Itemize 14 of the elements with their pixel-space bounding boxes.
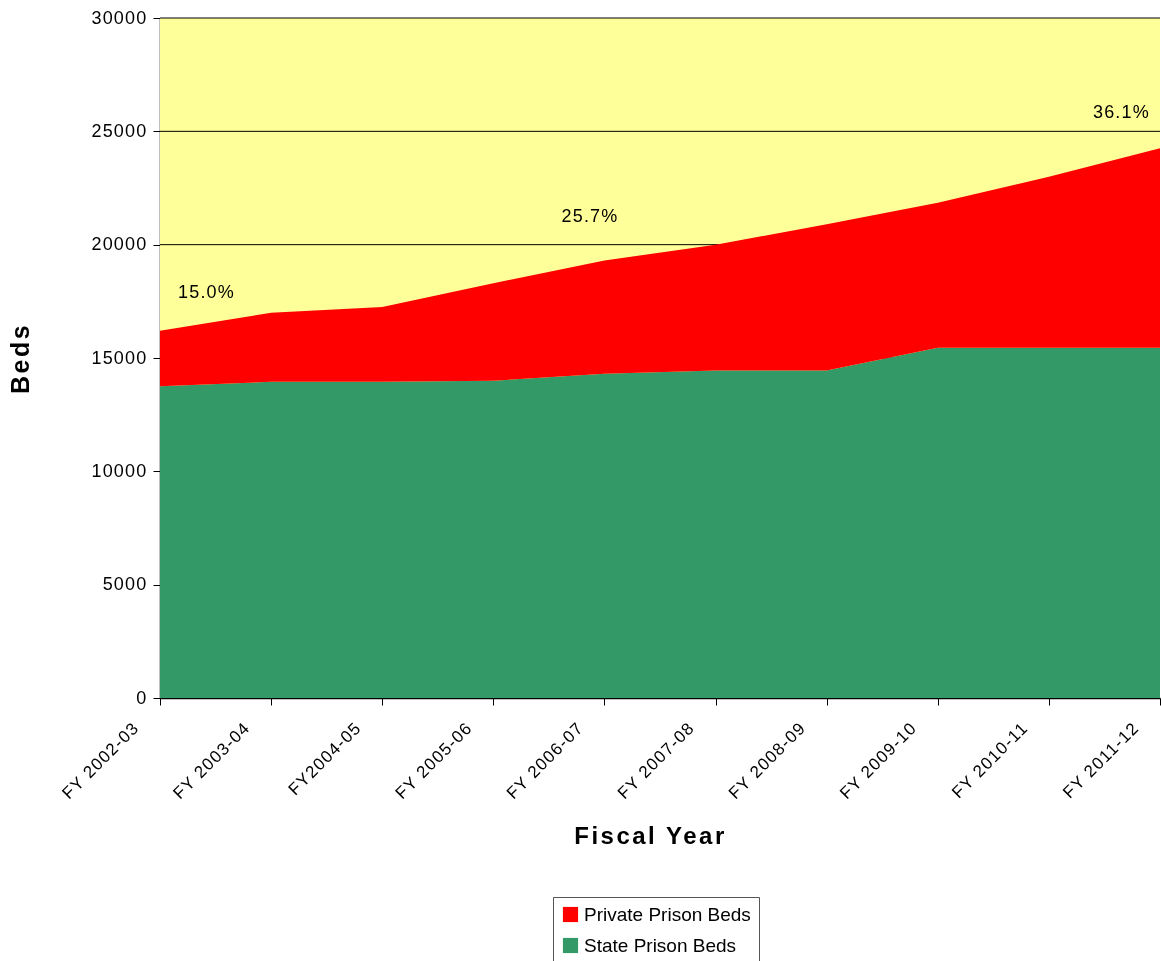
y-tick-label: 15000 — [91, 347, 148, 368]
y-tick-label: 25000 — [91, 120, 148, 141]
annotation: 15.0% — [178, 281, 236, 302]
y-tick-label: 5000 — [102, 574, 148, 595]
legend-label: State Prison Beds — [584, 934, 737, 956]
y-tick-label: 10000 — [91, 460, 148, 481]
annotation: 25.7% — [561, 206, 619, 227]
legend-label: Private Prison Beds — [584, 903, 751, 925]
y-tick-label: 30000 — [91, 7, 148, 28]
annotation: 36.1% — [1092, 102, 1150, 123]
y-axis-title: Beds — [5, 322, 34, 395]
x-axis-title: Fiscal Year — [574, 821, 727, 849]
y-tick-label: 20000 — [91, 234, 148, 255]
y-tick-label: 0 — [136, 687, 148, 708]
